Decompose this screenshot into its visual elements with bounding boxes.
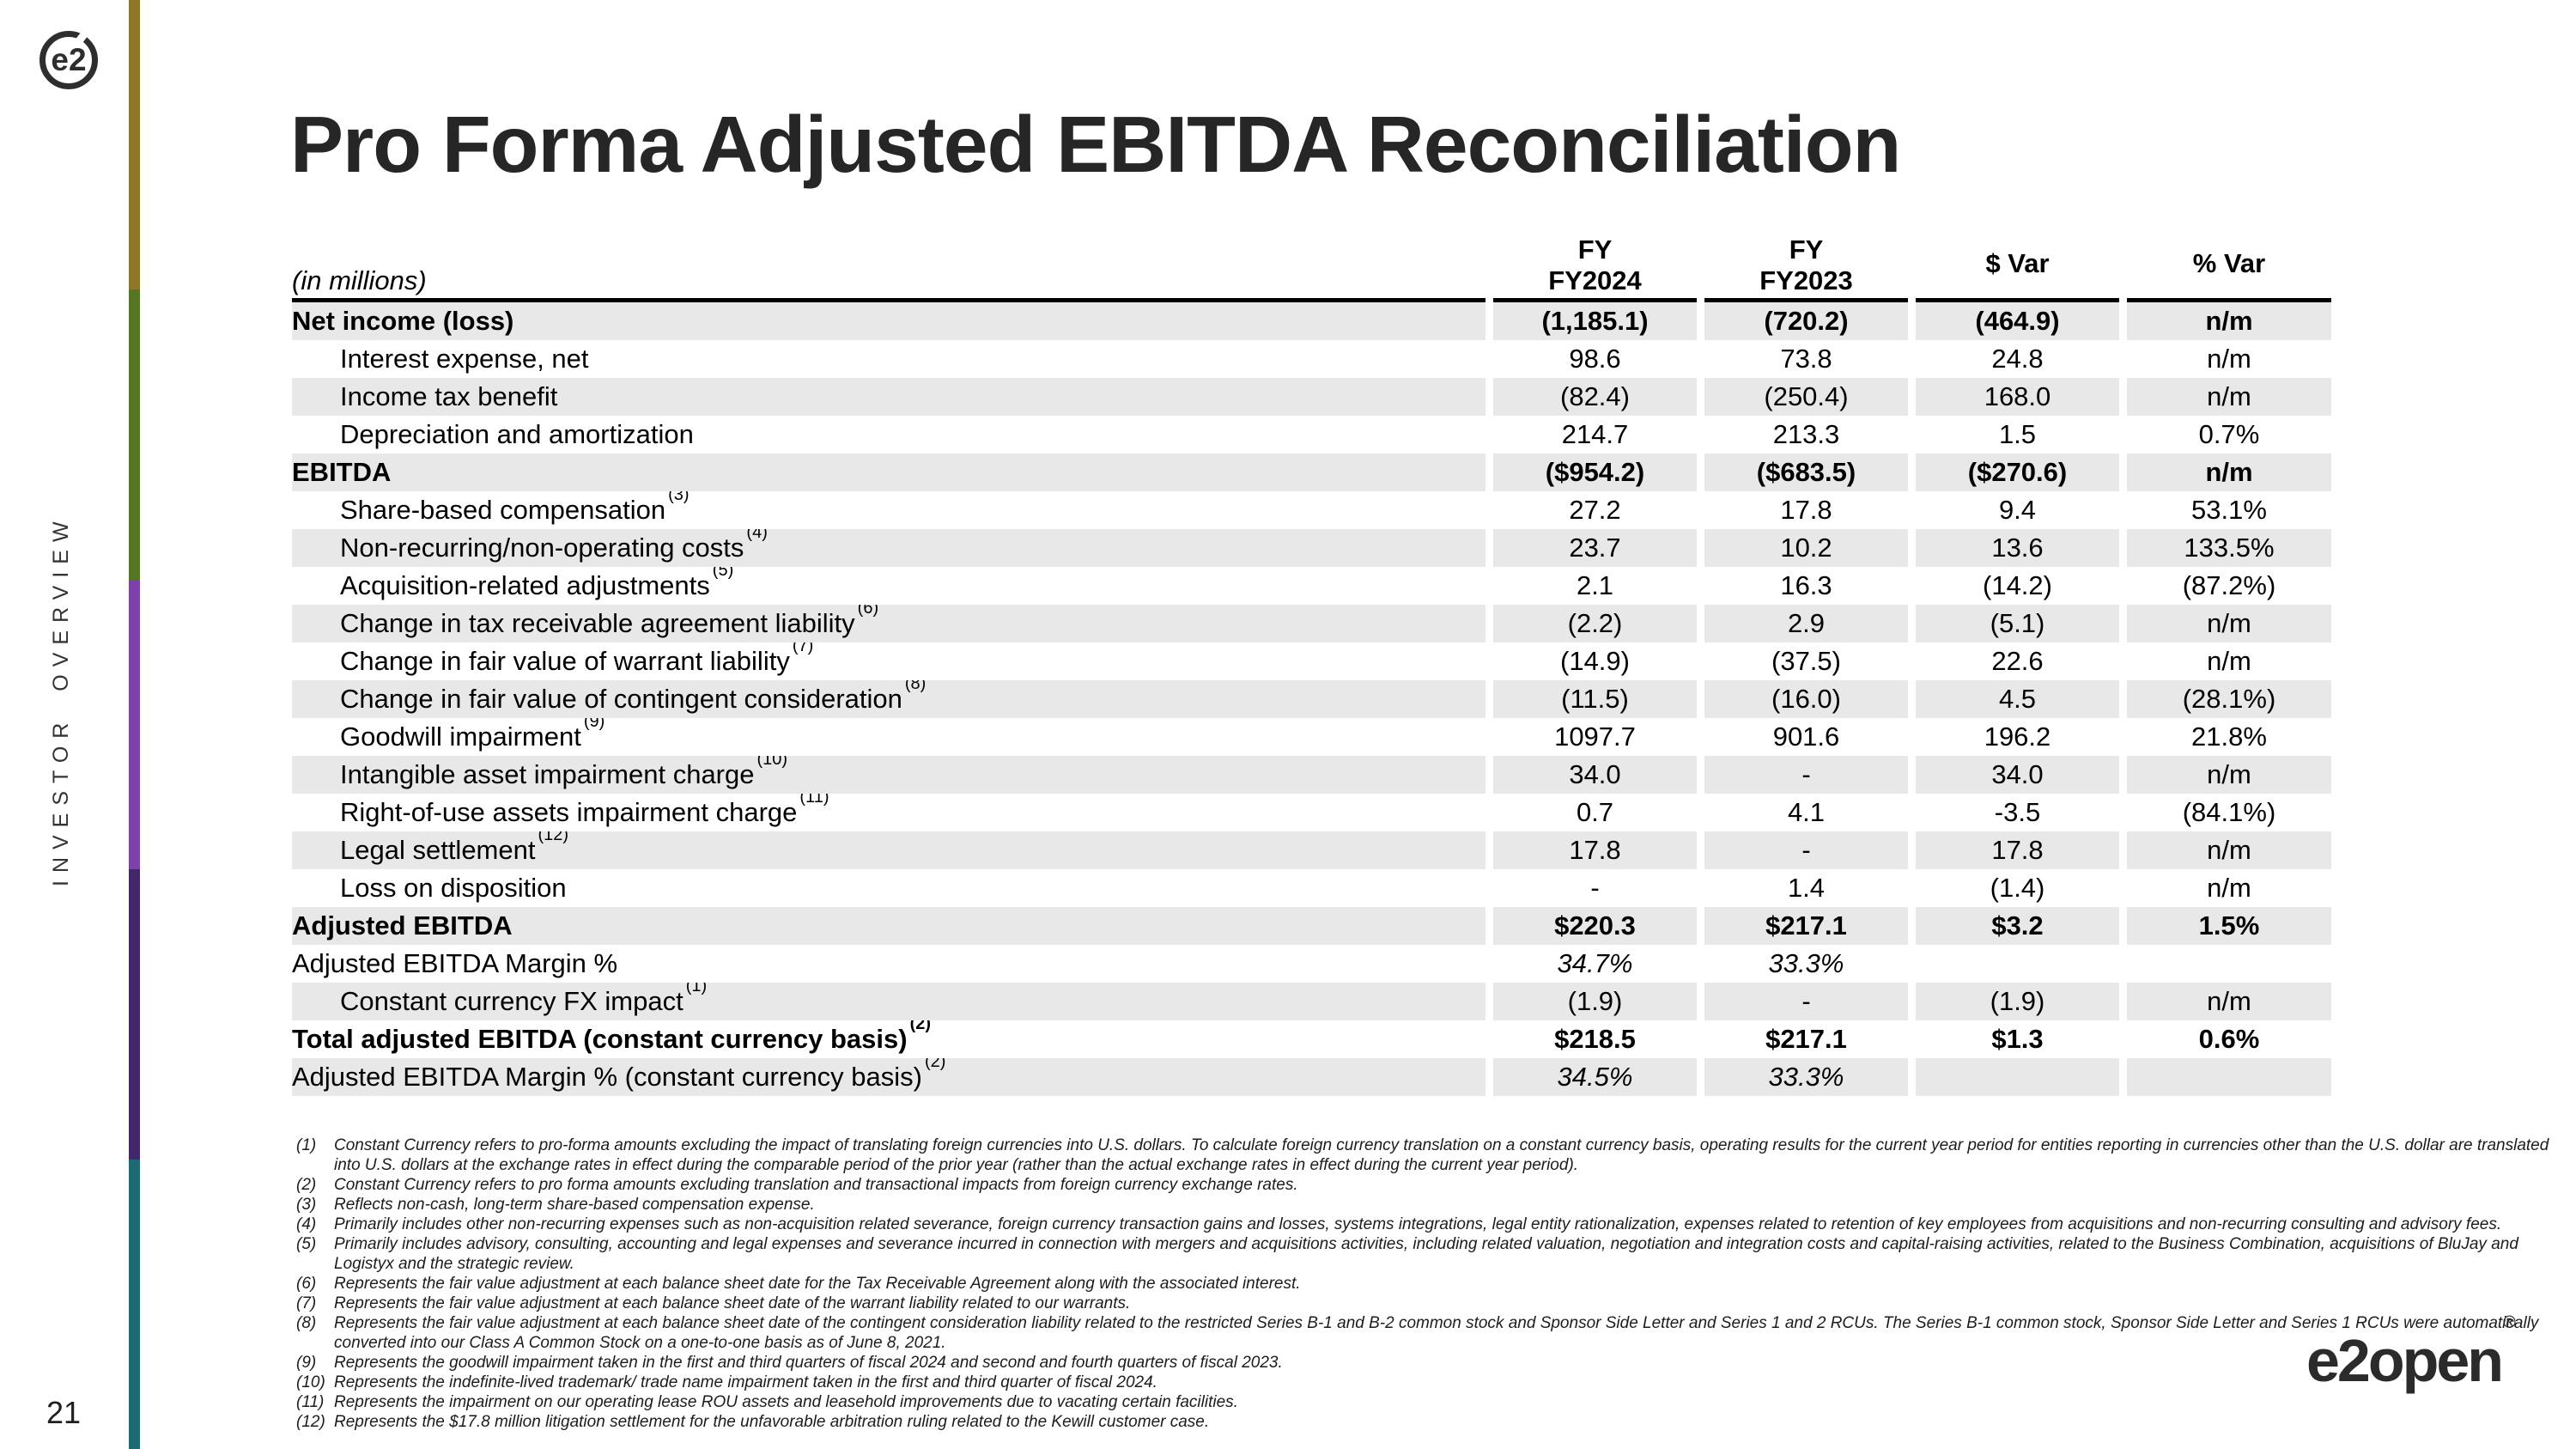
accent-segment-purple: [129, 579, 140, 870]
footnote-item: (8) Represents the fair value adjustment …: [296, 1314, 2539, 1352]
column-header-fy2024: FY FY2024: [1493, 230, 1697, 302]
footnote-item: (6) Represents the fair value adjustment …: [296, 1275, 1301, 1293]
footnote-item: (7) Represents the fair value adjustment …: [296, 1294, 1131, 1312]
table-row: Interest expense, net 98.6 73.8 24.8 n/m: [340, 344, 2251, 374]
table-row: Adjusted EBITDA $220.3 $217.1 $3.2 1.5%: [292, 907, 2331, 945]
footnotes: (1) Constant Currency refers to pro-forma…: [296, 1135, 2572, 1432]
table-row: Loss on disposition - 1.4 (1.4) n/m: [340, 873, 2251, 903]
table-row: Adjusted EBITDA Margin % 34.7% 33.3%: [292, 948, 1844, 978]
table-row: Goodwill impairment(9) 1097.7 901.6 196.…: [340, 718, 2267, 752]
accent-segment-green: [129, 289, 140, 580]
table-row: Income tax benefit (82.4) (250.4) 168.0 …: [292, 378, 2331, 416]
table-row: Intangible asset impairment charge(10) 3…: [292, 756, 2331, 794]
footnote-item: (4) Primarily includes other non-recurrin…: [296, 1215, 2502, 1233]
table-row: Acquisition-related adjustments(5) 2.1 1…: [340, 567, 2276, 600]
footnote-item: (12) Represents the $17.8 million litigat…: [296, 1413, 1210, 1431]
footnote-item: (5) Primarily includes advisory, consulti…: [296, 1235, 2518, 1273]
table-row: Net income (loss) (1,185.1) (720.2) (464…: [292, 302, 2331, 340]
column-header-fy2023: FY FY2023: [1704, 230, 1908, 302]
table-row: Right-of-use assets impairment charge(11…: [340, 794, 2276, 827]
e2-logo-mark: e2: [51, 42, 87, 77]
table-row: Change in fair value of warrant liabilit…: [340, 642, 2251, 676]
table-row: Non-recurring/non-operating costs(4) 23.…: [292, 529, 2331, 567]
page-title: Pro Forma Adjusted EBITDA Reconciliation: [290, 100, 1901, 189]
table-row: Share-based compensation(3) 27.2 17.8 9.…: [340, 491, 2267, 525]
sidebar-section-label: INVESTOR OVERVIEW: [49, 514, 73, 886]
registered-mark: ®: [2503, 1312, 2516, 1332]
table-row: Adjusted EBITDA Margin % (constant curre…: [292, 1058, 2331, 1096]
page-number: 21: [46, 1395, 82, 1430]
column-header-pct-var: % Var: [2127, 230, 2331, 302]
footnote-item: (1) Constant Currency refers to pro-forma…: [296, 1136, 2549, 1174]
table-row: Change in tax receivable agreement liabi…: [292, 605, 2331, 642]
table-row: Legal settlement(12) 17.8 - 17.8 n/m: [292, 831, 2331, 869]
table-row: EBITDA ($954.2) ($683.5) ($270.6) n/m: [292, 454, 2331, 491]
footnote-item: (2) Constant Currency refers to pro forma…: [296, 1176, 1298, 1194]
accent-segment-dark-purple: [129, 869, 140, 1160]
table-row: Total adjusted EBITDA (constant currency…: [292, 1020, 2260, 1054]
footnote-item: (11) Represents the impairment on our ope…: [296, 1393, 1238, 1411]
e2-logo-icon: e2: [39, 31, 98, 89]
table-row: Constant currency FX impact(1) (1.9) - (…: [292, 983, 2331, 1020]
table-header-row: (in millions) FY FY2024 FY FY2023 $ Var …: [292, 230, 2331, 302]
accent-bar: [129, 0, 140, 1449]
footnote-item: (9) Represents the goodwill impairment ta…: [296, 1354, 1283, 1372]
table-row: Depreciation and amortization 214.7 213.…: [340, 419, 2260, 449]
footnote-item: (10) Represents the indefinite-lived trad…: [296, 1373, 1157, 1391]
ebitda-reconciliation-table: (in millions) FY FY2024 FY FY2023 $ Var …: [292, 230, 2331, 1096]
units-label: (in millions): [292, 230, 1485, 302]
accent-segment-gold: [129, 0, 140, 290]
accent-segment-teal: [129, 1159, 140, 1449]
footnote-item: (3) Reflects non-cash, long-term share-ba…: [296, 1196, 815, 1214]
table-row: Change in fair value of contingent consi…: [292, 680, 2331, 718]
e2open-logo: e2open®: [2306, 1312, 2516, 1394]
column-header-dollar-var: $ Var: [1916, 230, 2119, 302]
